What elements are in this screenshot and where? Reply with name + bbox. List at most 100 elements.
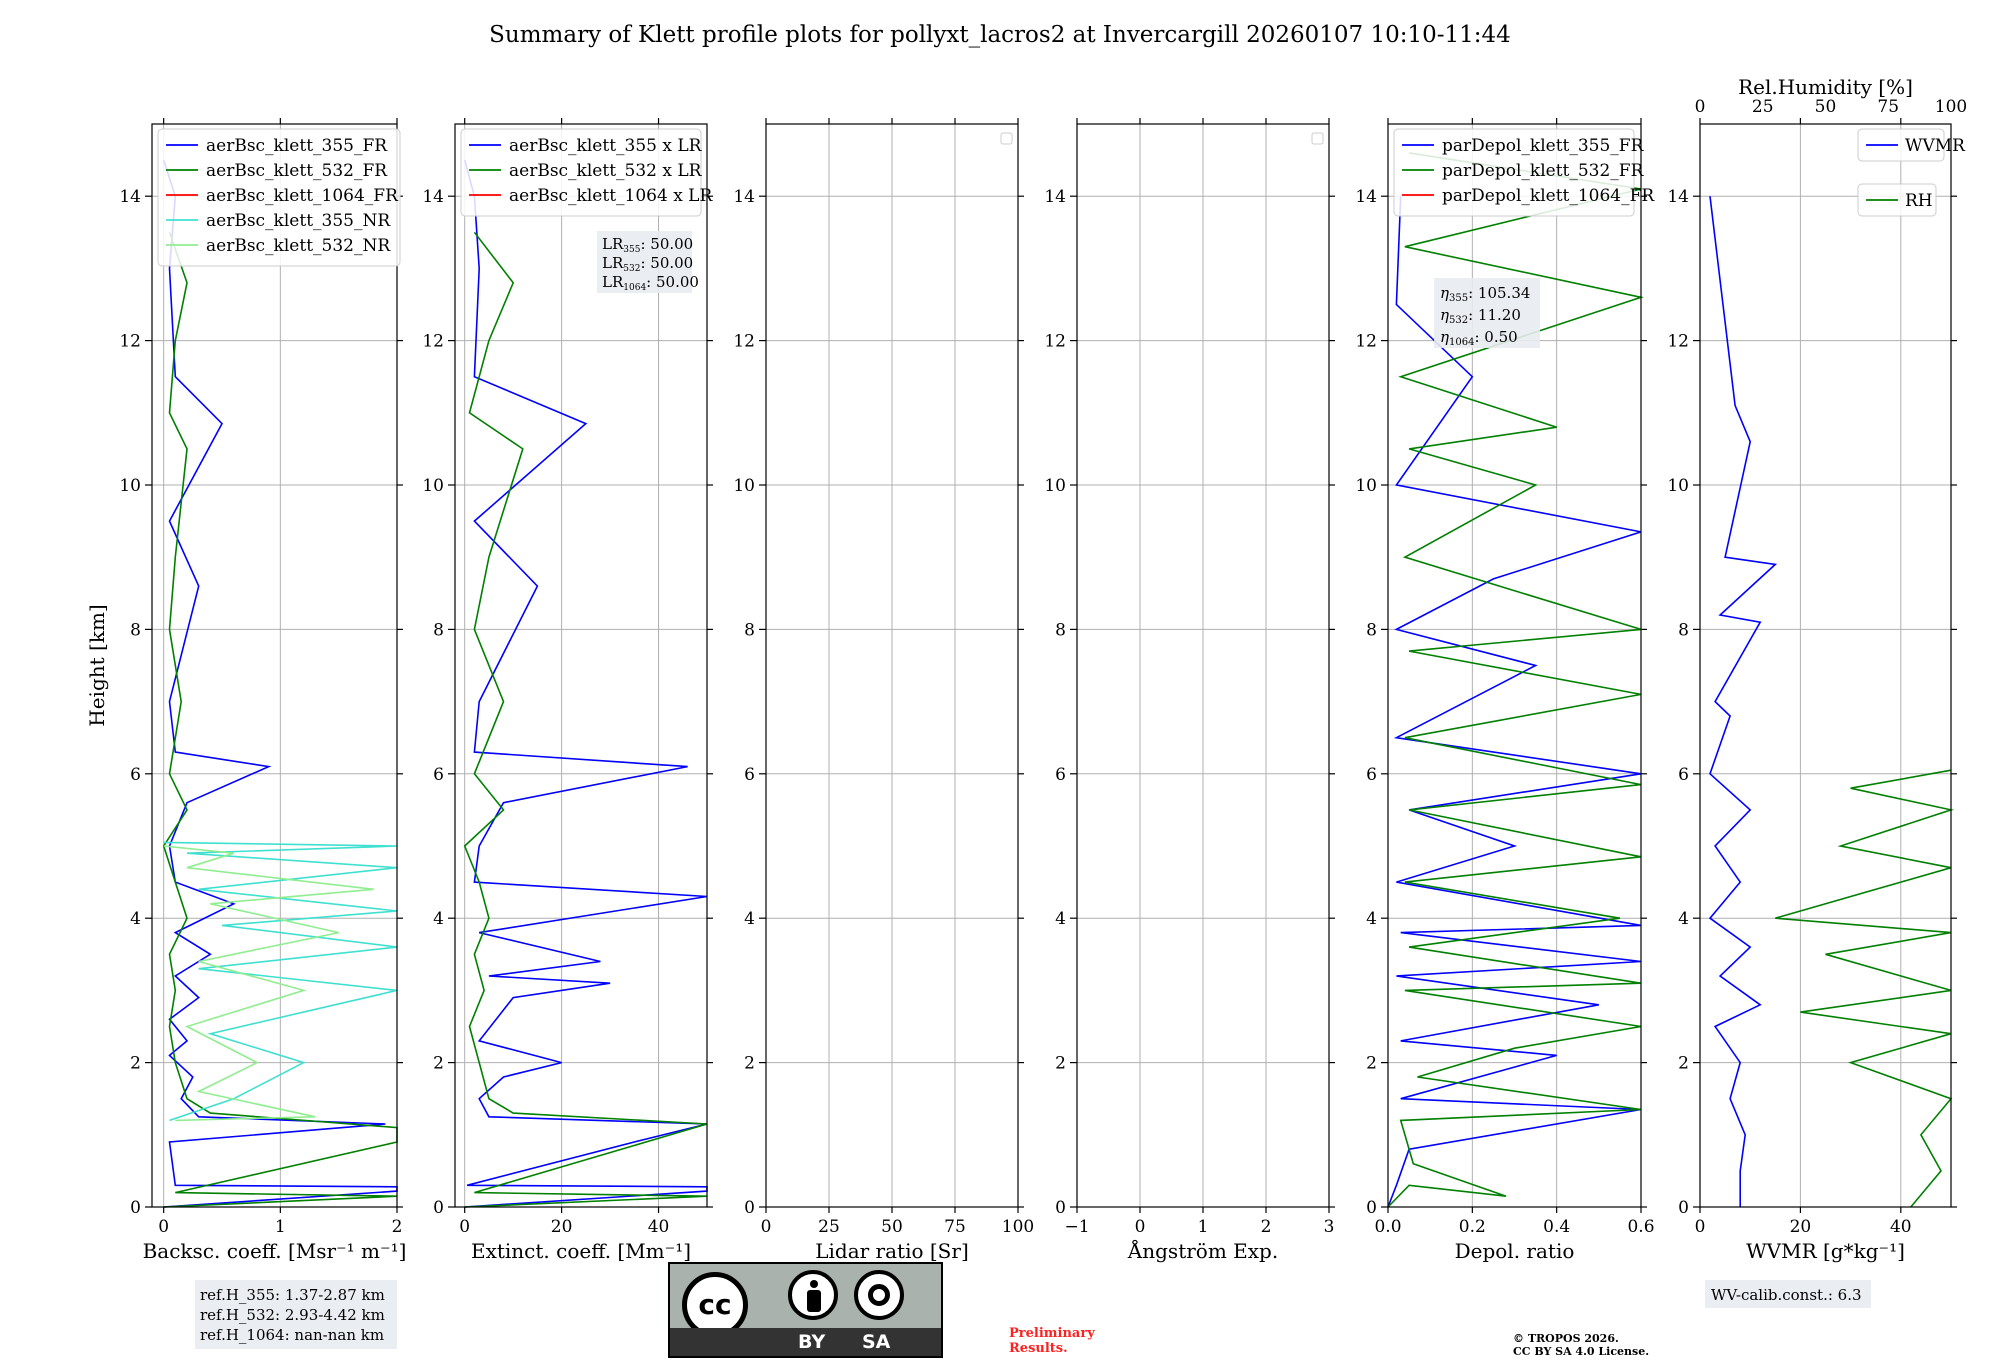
y-tick-label: 14 — [733, 187, 755, 207]
legend-label: aerBsc_klett_355 x LR — [509, 136, 703, 156]
copyright-line-1: © TROPOS 2026. — [1513, 1332, 1619, 1345]
y-tick-label: 14 — [1667, 187, 1689, 207]
gridlines — [1076, 124, 1330, 1208]
series-aerBsc_klett_355_FR — [162, 159, 398, 1208]
y-tick-label: 2 — [433, 1054, 444, 1074]
axes-frame — [1387, 123, 1642, 1208]
y-tick-label: 4 — [1055, 909, 1066, 929]
x-tick-label: 0 — [1695, 1217, 1706, 1237]
x-tick-label: 20 — [551, 1217, 573, 1237]
y-axis-label: Height [km] — [85, 604, 109, 726]
y-tick-label: 6 — [1055, 765, 1066, 785]
x-axis-label: Depol. ratio — [1455, 1239, 1575, 1263]
x-tick-label: 40 — [1890, 1217, 1912, 1237]
x-tick-label: 75 — [944, 1217, 966, 1237]
y-tick-label: 6 — [433, 765, 444, 785]
y-tick-label: 12 — [1355, 332, 1377, 352]
legend-label: aerBsc_klett_1064 x LR — [509, 186, 713, 206]
info-frame — [1705, 1280, 1871, 1308]
series-RH — [1775, 769, 1955, 1208]
info-line: LR532: 50.00 — [602, 254, 693, 274]
y-tick-label: 0 — [1366, 1198, 1377, 1218]
y-tick-label: 0 — [1678, 1198, 1689, 1218]
legend-frame — [157, 128, 401, 267]
top-tick-label: 25 — [1752, 97, 1774, 117]
panel-lr: 0 25 50 75 100 0 2 4 6 8 10 12 14 Lidar ratio [Sr] — [733, 118, 1034, 1263]
gridlines — [152, 124, 398, 1208]
y-tick-label: 10 — [733, 476, 755, 496]
y-tick-label: 4 — [744, 909, 755, 929]
x-tick-label: 3 — [1324, 1217, 1335, 1237]
y-tick-label: 8 — [1366, 620, 1377, 640]
top-tick-label: 0 — [1695, 97, 1706, 117]
legend-frame — [1857, 128, 1945, 162]
x-tick-label: 40 — [648, 1217, 670, 1237]
legend-label: aerBsc_klett_355_FR — [206, 136, 388, 156]
y-tick-label: 4 — [130, 909, 141, 929]
y-tick-label: 2 — [1366, 1054, 1377, 1074]
top-tick-label: 100 — [1935, 97, 1967, 117]
axes-frame — [1699, 123, 1952, 1208]
info-line: η1064: 0.50 — [1440, 328, 1518, 348]
y-tick-label: 10 — [422, 476, 444, 496]
y-tick-label: 8 — [744, 620, 755, 640]
preliminary-line-1: Preliminary — [1009, 1326, 1095, 1341]
y-tick-label: 14 — [1044, 187, 1066, 207]
info-line: LR1064: 50.00 — [602, 273, 699, 293]
y-tick-label: 4 — [433, 909, 444, 929]
sa-share-icon — [854, 1270, 904, 1320]
y-tick-label: 10 — [119, 476, 141, 496]
x-tick-label: 2 — [1261, 1217, 1272, 1237]
preliminary-note: Preliminary Results. — [1009, 1326, 1095, 1356]
info-line: ref.H_1064: nan-nan km — [200, 1326, 384, 1344]
legend: parDepol_klett_355_FR parDepol_klett_532_… — [1393, 128, 1655, 217]
y-tick-label: 0 — [744, 1198, 755, 1218]
y-tick-label: 10 — [1355, 476, 1377, 496]
cc-logo-icon: cc — [682, 1272, 748, 1338]
info-line: η355: 105.34 — [1440, 284, 1530, 304]
y-tick-label: 10 — [1044, 476, 1066, 496]
y-tick-label: 12 — [1667, 332, 1689, 352]
cc-by-label: BY — [798, 1331, 826, 1353]
legend-label: WVMR — [1905, 136, 1966, 156]
x-axis-label: Ångström Exp. — [1127, 1238, 1278, 1263]
y-tick-label: 6 — [744, 765, 755, 785]
x-axis-label: Backsc. coeff. [Msr⁻¹ m⁻¹] — [143, 1239, 407, 1263]
reference-height-info: ref.H_355: 1.37-2.87 km ref.H_532: 2.93-4… — [195, 1280, 397, 1349]
legend-wvmr: WVMR — [1857, 128, 1966, 162]
series-aerBsc_klett_355 x LR — [463, 159, 708, 1208]
info-line: ref.H_355: 1.37-2.87 km — [200, 1286, 385, 1304]
series-parDepol_klett_532_FR — [1387, 152, 1645, 1208]
series-aerBsc_klett_532_NR — [163, 845, 374, 1122]
y-tick-label: 10 — [1667, 476, 1689, 496]
x-axis-label: WVMR [g*kg⁻¹] — [1746, 1239, 1905, 1263]
y-tick-label: 12 — [119, 332, 141, 352]
copyright-note: © TROPOS 2026. CC BY SA 4.0 License. — [1513, 1332, 1649, 1358]
x-tick-label: 1 — [1198, 1217, 1209, 1237]
x-axis-label: Extinct. coeff. [Mm⁻¹] — [471, 1239, 691, 1263]
y-tick-label: 12 — [733, 332, 755, 352]
legend-label: aerBsc_klett_1064_FR — [206, 186, 399, 206]
panel-depol: 0.0 0.2 0.4 0.6 0 2 4 6 8 10 12 14 Depol. ratio parDe… — [1355, 118, 1655, 1263]
y-tick-label: 2 — [1678, 1054, 1689, 1074]
cc-license-badge: cc BY SA — [668, 1262, 943, 1358]
legend-label: aerBsc_klett_532_NR — [206, 236, 391, 256]
cc-sa-label: SA — [862, 1331, 891, 1353]
legend-frame — [1393, 128, 1635, 217]
x-tick-label: 0 — [459, 1217, 470, 1237]
legend-label: parDepol_klett_1064_FR — [1442, 186, 1655, 206]
axes-frame — [151, 123, 398, 1208]
legend-label: aerBsc_klett_532 x LR — [509, 161, 703, 181]
y-tick-label: 2 — [130, 1054, 141, 1074]
y-tick-label: 2 — [744, 1054, 755, 1074]
figure-title: Summary of Klett profile plots for polly… — [489, 22, 1511, 48]
x-tick-label: 1 — [275, 1217, 286, 1237]
preliminary-line-2: Results. — [1009, 1341, 1068, 1356]
legend-label: aerBsc_klett_355_NR — [206, 211, 391, 231]
x-tick-label: 0 — [761, 1217, 772, 1237]
